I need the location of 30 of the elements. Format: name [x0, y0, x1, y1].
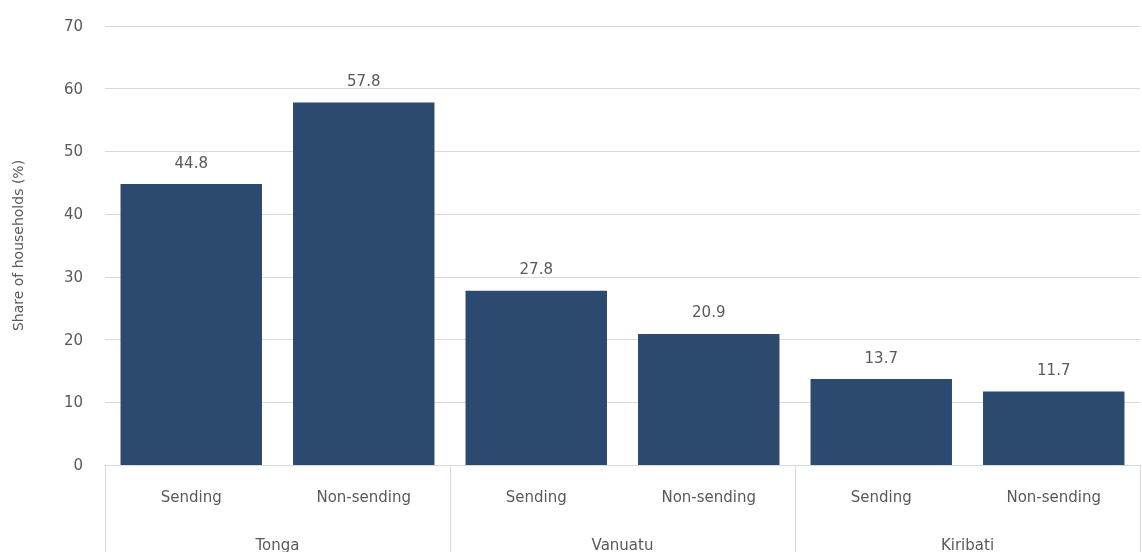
x-tick-label: Sending	[160, 487, 222, 506]
text: Vanuatu	[591, 535, 654, 552]
y-tick-label: 60	[63, 79, 83, 98]
x-tick-label: Sending	[850, 487, 912, 506]
bar	[120, 184, 262, 465]
bar	[638, 333, 780, 465]
text: Tonga	[254, 535, 300, 552]
bar	[293, 102, 435, 465]
data-label: 13.7	[864, 348, 898, 367]
x-tick-label: Non-sending	[316, 487, 412, 506]
data-label: 11.7	[1037, 361, 1071, 380]
text: Kiribati	[940, 535, 995, 552]
data-label: 57.8	[347, 72, 381, 91]
x-tick-label: Non-sending	[661, 487, 757, 506]
bar	[983, 391, 1125, 465]
y-tick-label: 50	[63, 142, 83, 161]
y-tick-label: 70	[63, 17, 83, 35]
y-tick-label: 20	[63, 330, 83, 349]
x-tick-label: Sending	[505, 487, 567, 506]
y-tick-label: 40	[63, 205, 83, 224]
data-label: 27.8	[519, 260, 553, 279]
bar	[810, 379, 952, 465]
y-tick-label: 10	[63, 393, 83, 412]
data-label: 44.8	[174, 153, 208, 172]
y-axis-title: Share of households (%)	[10, 159, 26, 332]
x-tick-label: Non-sending	[1006, 487, 1102, 506]
bar	[465, 290, 607, 465]
data-label: 20.9	[692, 303, 726, 322]
y-tick-label: 30	[63, 267, 83, 286]
y-tick-label: 0	[73, 456, 83, 474]
